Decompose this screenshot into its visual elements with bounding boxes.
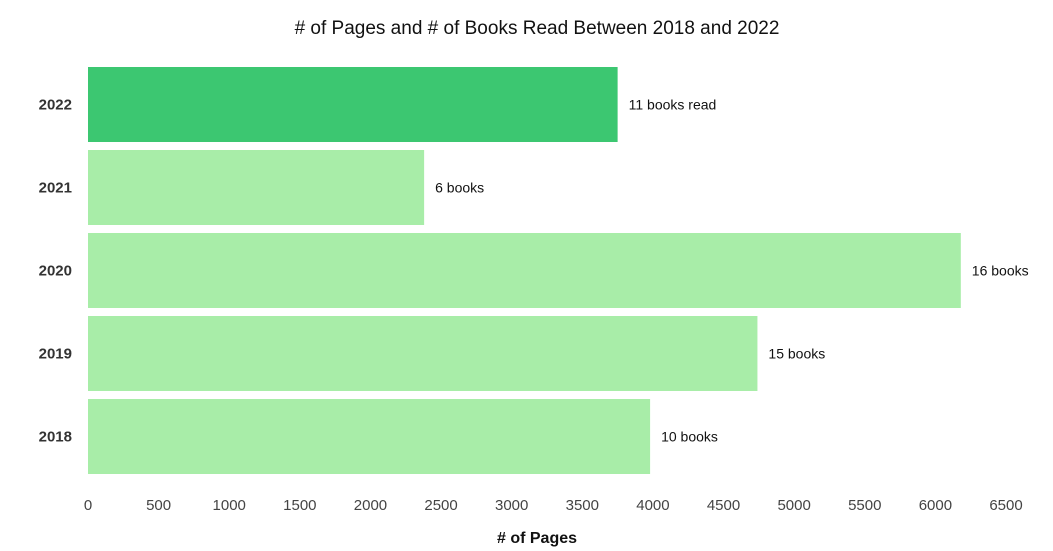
bar-2020 <box>88 233 961 308</box>
x-tick-label-5000: 5000 <box>777 497 810 514</box>
bar-2019 <box>88 316 758 391</box>
bar-2018 <box>88 399 651 474</box>
x-tick-label-2500: 2500 <box>424 497 457 514</box>
x-tick-label-2000: 2000 <box>354 497 387 514</box>
x-tick-label-5500: 5500 <box>848 497 881 514</box>
x-tick-label-4000: 4000 <box>636 497 669 514</box>
data-label-2018: 10 books <box>661 429 718 445</box>
x-axis-label: # of Pages <box>497 530 577 547</box>
y-tick-label-2022: 2022 <box>39 97 72 114</box>
x-tick-label-3000: 3000 <box>495 497 528 514</box>
data-label-2019: 15 books <box>768 346 825 362</box>
bar-2021 <box>88 150 425 225</box>
y-tick-label-2018: 2018 <box>39 429 72 446</box>
x-tick-label-4500: 4500 <box>707 497 740 514</box>
y-axis-labels: 2022 2021 2020 2019 2018 <box>39 97 72 446</box>
data-label-2022: 11 books read <box>629 97 717 113</box>
x-tick-label-1000: 1000 <box>213 497 246 514</box>
x-tick-label-6000: 6000 <box>919 497 952 514</box>
y-tick-label-2020: 2020 <box>39 263 72 280</box>
bar-2022 <box>88 67 618 142</box>
y-tick-label-2021: 2021 <box>39 180 72 197</box>
data-label-2021: 6 books <box>435 180 484 196</box>
x-tick-label-500: 500 <box>146 497 171 514</box>
bars-group <box>88 67 961 474</box>
x-tick-label-0: 0 <box>84 497 92 514</box>
data-labels: 11 books read 6 books 16 books 15 books 10 b… <box>435 97 1029 445</box>
data-label-2020: 16 books <box>972 263 1029 279</box>
chart-title: # of Pages and # of Books Read Between 2… <box>295 18 780 39</box>
x-tick-label-6500: 6500 <box>989 497 1022 514</box>
x-axis-ticks: 0 500 1000 1500 2000 2500 3000 3500 4000 4500 5000… <box>84 497 1023 514</box>
x-tick-label-1500: 1500 <box>283 497 316 514</box>
y-tick-label-2019: 2019 <box>39 346 72 363</box>
x-tick-label-3500: 3500 <box>566 497 599 514</box>
